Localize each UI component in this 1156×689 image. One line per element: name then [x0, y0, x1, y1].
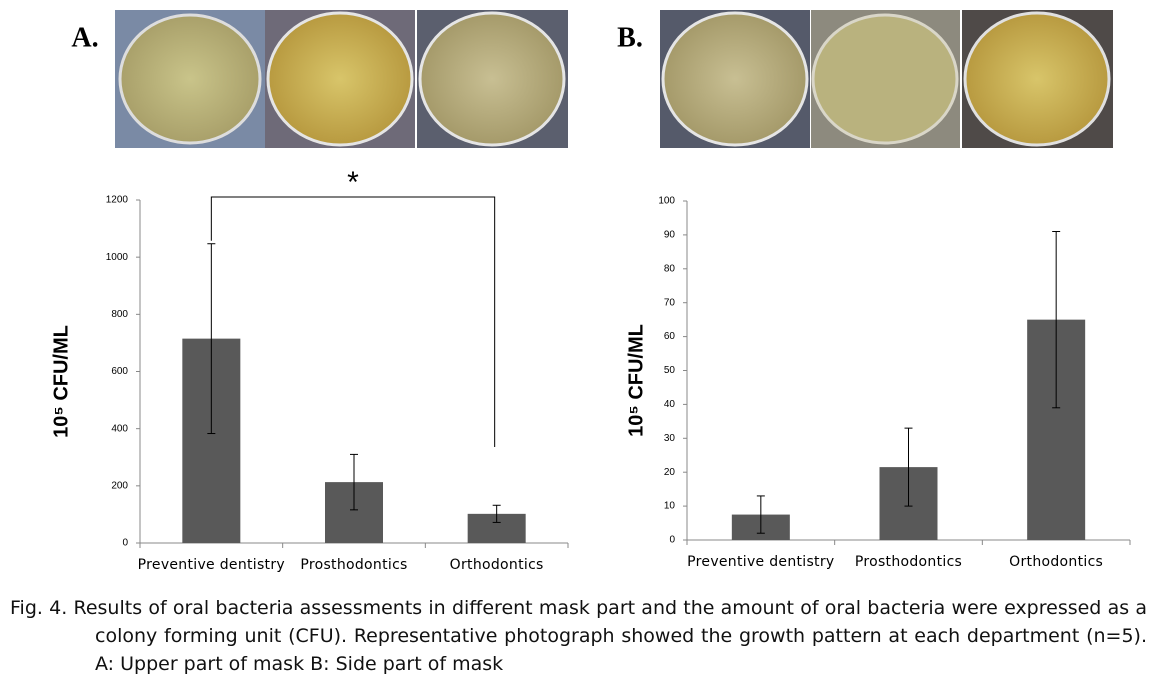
x-tick-label: Preventive dentistry — [687, 554, 834, 570]
annotation: * — [347, 166, 359, 199]
x-tick-label: Prosthodontics — [300, 557, 407, 573]
y-tick-label: 200 — [111, 480, 128, 491]
plate — [418, 11, 566, 147]
x-tick-label: Preventive dentistry — [138, 557, 285, 573]
plate — [963, 11, 1111, 147]
plate — [266, 11, 414, 147]
y-tick-label: 60 — [664, 331, 676, 342]
x-tick-label: Orthodontics — [450, 557, 544, 573]
significance-bracket — [210, 196, 496, 447]
error-bar — [904, 427, 913, 507]
plate — [661, 11, 809, 147]
error-bar — [492, 504, 501, 523]
photos — [115, 10, 1113, 148]
panel-label: B. — [617, 22, 643, 53]
y-tick-label: 50 — [664, 365, 676, 376]
error-bar — [756, 495, 765, 534]
error-bar — [350, 453, 358, 511]
plate — [118, 13, 262, 145]
y-tick-label: 100 — [658, 196, 675, 207]
figure: A.10⁵ CFU/ML020040060080010001200Prevent… — [50, 10, 1131, 573]
y-axis-label: 10⁵ CFU/ML — [50, 325, 72, 438]
y-tick-label: 70 — [664, 297, 676, 308]
y-tick-label: 80 — [664, 263, 676, 274]
plate — [811, 13, 959, 145]
y-tick-label: 30 — [664, 433, 676, 444]
y-tick-label: 1200 — [106, 195, 129, 206]
x-tick-label: Orthodontics — [1009, 554, 1103, 570]
y-tick-label: 20 — [664, 467, 676, 478]
panel-label: A. — [71, 22, 98, 53]
y-tick-label: 800 — [111, 309, 128, 320]
y-tick-label: 90 — [664, 230, 676, 241]
y-tick-label: 600 — [111, 366, 128, 377]
y-tick-label: 10 — [664, 501, 676, 512]
error-bar — [207, 243, 216, 435]
y-tick-label: 400 — [111, 423, 128, 434]
x-tick-label: Prosthodontics — [855, 554, 962, 570]
y-tick-label: 40 — [664, 399, 676, 410]
y-axis-label: 10⁵ CFU/ML — [625, 324, 647, 437]
error-bar — [1052, 231, 1061, 409]
caption: Fig. 4. Results of oral bacteria assessm… — [10, 597, 1147, 675]
y-tick-label: 0 — [669, 535, 675, 546]
y-tick-label: 1000 — [106, 252, 129, 263]
y-tick-label: 0 — [122, 538, 128, 549]
